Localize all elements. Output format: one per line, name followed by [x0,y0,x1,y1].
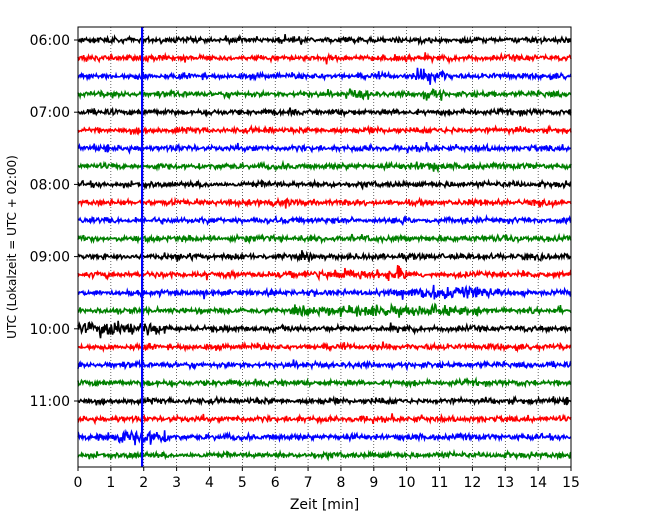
trace-line [77,376,572,389]
x-tick-label: 9 [369,475,378,491]
trace-line [77,302,572,318]
trace-line [77,213,572,226]
x-tick-label: 4 [205,475,214,491]
trace-line [77,67,572,85]
trace-line [77,51,572,65]
y-tick-label: 08:00 [30,177,70,193]
x-tick-label: 3 [172,475,181,491]
x-tick-label: 13 [496,475,514,491]
trace-line [77,394,572,407]
trace-line [77,448,572,462]
seismic-traces [77,33,572,462]
y-tick-label: 07:00 [30,105,70,121]
x-tick-label: 8 [336,475,345,491]
trace-line [77,250,572,264]
x-tick-label: 12 [463,475,481,491]
x-tick-label: 15 [562,475,580,491]
x-tick-label: 2 [139,475,148,491]
x-tick-label: 5 [238,475,247,491]
y-axis-label: UTC (Lokalzeit = UTC + 02:00) [5,155,19,339]
trace-line [77,428,572,446]
x-tick-label: 7 [304,475,313,491]
grid-lines [110,27,539,467]
trace-line [77,159,572,174]
trace-line [77,320,572,339]
trace-line [77,178,572,191]
trace-line [77,284,572,300]
x-axis-label: Zeit [min] [290,497,359,513]
trace-line [77,232,572,245]
trace-line [77,340,572,354]
y-tick-label: 06:00 [30,33,70,49]
trace-line [77,123,572,137]
x-tick-label: 0 [74,475,83,491]
trace-line [77,196,572,209]
trace-line [77,264,572,282]
x-tick-label: 11 [431,475,449,491]
y-tick-label: 09:00 [30,250,70,266]
trace-line [77,142,572,155]
x-tick-label: 10 [398,475,416,491]
trace-line [77,412,572,426]
x-tick-label: 14 [529,475,547,491]
x-tick-label: 1 [106,475,115,491]
x-tick-label: 6 [271,475,280,491]
plot-frame [77,26,572,468]
y-tick-label: 11:00 [30,394,70,410]
y-tick-label: 10:00 [30,322,70,338]
y-axis-ticks: 06:00 07:00 08:00 09:00 10:00 11:00 [30,33,78,410]
trace-line [77,358,572,372]
trace-line [77,106,572,119]
trace-line [77,88,572,101]
x-axis-ticks: 0 1 2 3 4 5 6 7 8 9 10 11 12 13 14 15 [74,467,580,491]
trace-line [77,33,572,47]
